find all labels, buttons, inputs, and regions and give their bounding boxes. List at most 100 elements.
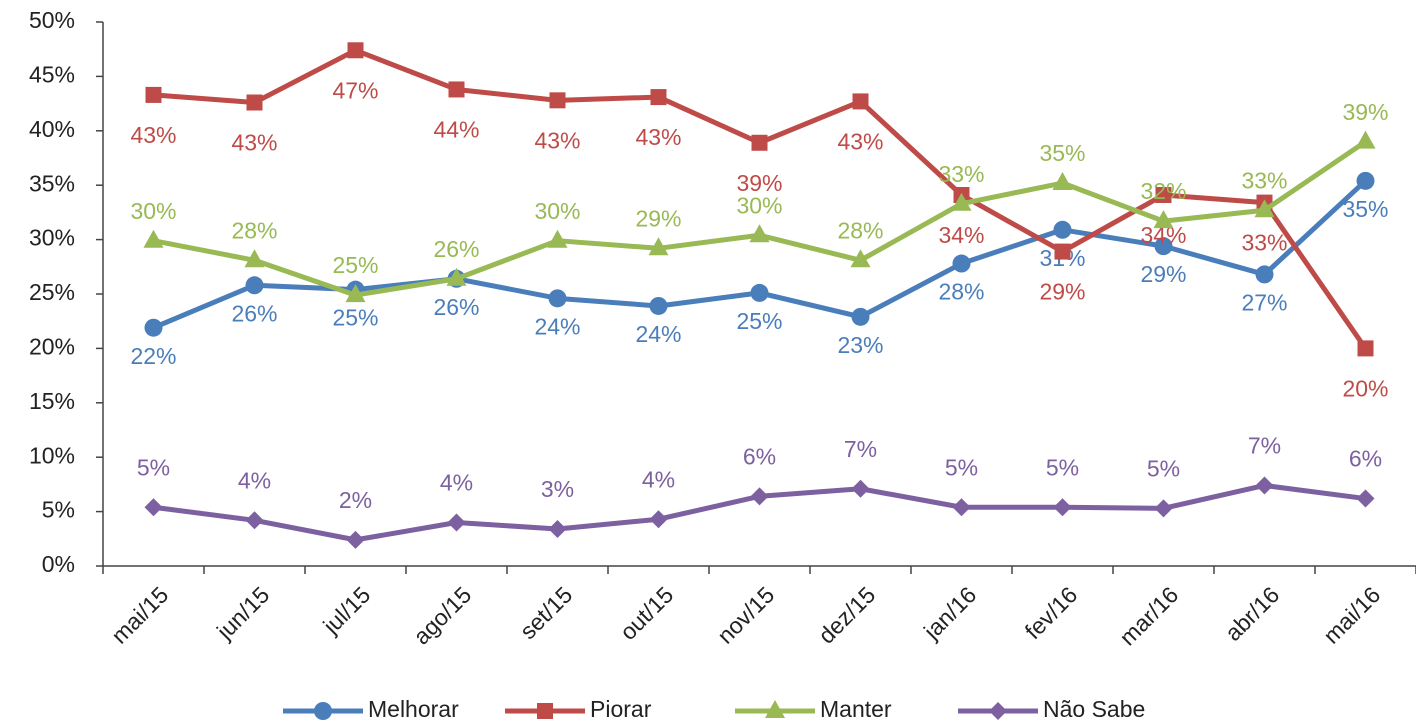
data-label: 4% [440, 470, 473, 496]
x-tick-label: mai/16 [1318, 581, 1385, 648]
data-label: 39% [1342, 99, 1388, 125]
y-tick-label: 35% [29, 170, 75, 196]
legend-marker [765, 700, 785, 718]
marker [852, 93, 869, 110]
marker [244, 249, 265, 268]
data-label: 43% [837, 129, 883, 155]
marker [750, 283, 769, 302]
legend-marker [989, 702, 1007, 720]
data-label: 26% [433, 294, 479, 320]
marker [1054, 243, 1071, 260]
data-label: 39% [736, 170, 782, 196]
marker [751, 134, 768, 151]
marker [1053, 498, 1072, 517]
data-label: 47% [332, 77, 378, 103]
marker [1254, 199, 1275, 218]
marker [1356, 489, 1375, 508]
marker [648, 237, 669, 256]
x-tick-label: out/15 [615, 581, 679, 645]
data-label: 26% [231, 300, 277, 326]
marker [547, 229, 568, 248]
data-label: 25% [332, 305, 378, 331]
marker [951, 192, 972, 211]
marker [1155, 186, 1172, 203]
marker [952, 498, 971, 517]
x-tick-label: nov/15 [712, 581, 779, 648]
legend-label: Piorar [590, 696, 652, 721]
data-label: 43% [130, 122, 176, 148]
data-label: 6% [743, 443, 776, 469]
data-label: 4% [642, 466, 675, 492]
data-label: 33% [1241, 167, 1287, 193]
data-label: 29% [1039, 279, 1085, 305]
marker [144, 318, 163, 337]
data-label: 24% [635, 321, 681, 347]
y-tick-label: 10% [29, 442, 75, 468]
x-tick-label: jul/15 [317, 581, 375, 639]
data-label: 30% [130, 198, 176, 224]
y-tick-label: 45% [29, 61, 75, 87]
data-label: 25% [332, 252, 378, 278]
data-label: 23% [837, 332, 883, 358]
y-tick-label: 20% [29, 333, 75, 359]
marker [346, 530, 365, 549]
y-tick-label: 0% [42, 551, 75, 577]
marker [144, 498, 163, 517]
data-label: 43% [231, 130, 277, 156]
marker [245, 276, 264, 295]
data-label: 2% [339, 487, 372, 513]
data-label: 29% [635, 205, 681, 231]
data-label: 5% [137, 454, 170, 480]
marker [143, 229, 164, 248]
legend-label: Melhorar [368, 696, 459, 721]
legend-marker [314, 702, 332, 720]
data-label: 35% [1039, 140, 1085, 166]
x-tick-label: jun/15 [211, 581, 274, 644]
marker [749, 224, 770, 243]
marker [851, 479, 870, 498]
marker [448, 81, 465, 98]
y-tick-label: 50% [29, 7, 75, 33]
x-tick-label: abr/16 [1220, 581, 1285, 646]
data-label: 33% [1241, 230, 1287, 256]
y-tick-label: 5% [42, 497, 75, 523]
x-tick-label: set/15 [515, 581, 578, 644]
marker [952, 254, 971, 273]
y-tick-label: 40% [29, 116, 75, 142]
data-label: 4% [238, 467, 271, 493]
data-label: 28% [231, 217, 277, 243]
data-label: 30% [736, 192, 782, 218]
x-tick-label: mar/16 [1114, 581, 1183, 650]
marker [245, 511, 264, 530]
data-label: 43% [534, 127, 580, 153]
marker [1355, 130, 1376, 149]
marker [446, 267, 467, 286]
marker [345, 284, 366, 303]
data-label: 5% [1147, 455, 1180, 481]
data-label: 5% [945, 454, 978, 480]
marker [145, 86, 162, 103]
x-tick-label: mai/15 [106, 581, 173, 648]
data-label: 35% [1342, 196, 1388, 222]
data-label: 43% [635, 124, 681, 150]
marker [851, 307, 870, 326]
data-label: 30% [534, 198, 580, 224]
marker [549, 92, 566, 109]
data-label: 20% [1342, 375, 1388, 401]
data-label: 24% [534, 313, 580, 339]
data-label: 7% [844, 436, 877, 462]
marker [649, 510, 668, 529]
data-label: 28% [938, 279, 984, 305]
y-tick-label: 30% [29, 225, 75, 251]
marker [1255, 265, 1274, 284]
data-label: 29% [1140, 261, 1186, 287]
marker [246, 94, 263, 111]
marker [1154, 499, 1173, 518]
y-tick-label: 25% [29, 279, 75, 305]
data-label: 44% [433, 117, 479, 143]
marker [548, 520, 567, 539]
x-tick-label: fev/16 [1020, 581, 1083, 644]
marker [1357, 340, 1374, 357]
data-label: 5% [1046, 454, 1079, 480]
